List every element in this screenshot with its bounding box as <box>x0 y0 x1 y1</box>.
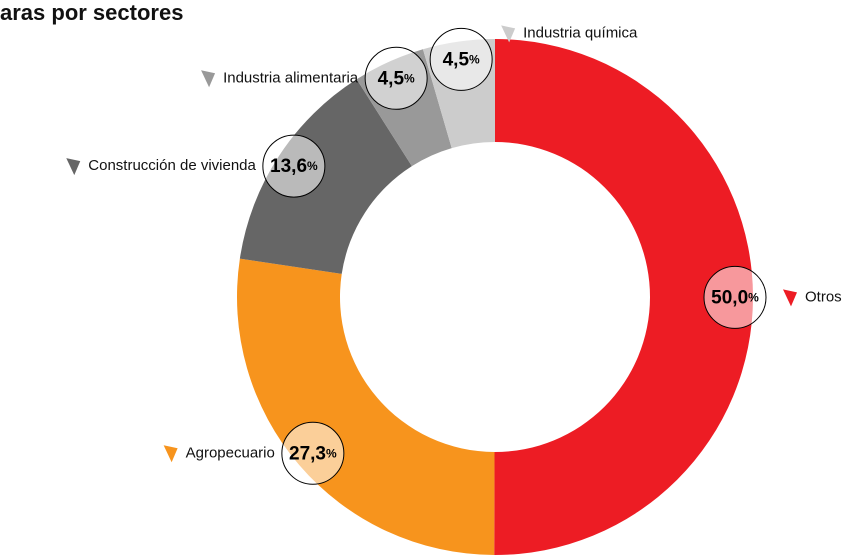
value-label: 4,5% <box>378 68 415 89</box>
value-label-unit: % <box>404 71 415 85</box>
value-badge <box>364 46 428 110</box>
legend-marker <box>66 158 81 176</box>
category-label: Construcción de vivienda <box>88 157 256 174</box>
value-label-number: 4,5 <box>443 49 470 70</box>
category-label: Industria química <box>523 24 638 41</box>
donut-segment <box>239 79 412 274</box>
legend-marker <box>201 70 216 88</box>
legend-marker <box>782 289 797 307</box>
value-label: 4,5% <box>443 49 480 70</box>
category-label: Otros <box>805 288 842 305</box>
donut-segment <box>494 39 754 555</box>
legend-marker <box>501 25 516 43</box>
value-label-unit: % <box>307 159 318 173</box>
value-label-unit: % <box>748 291 759 305</box>
value-badge <box>281 421 345 485</box>
value-label: 27,3% <box>289 443 337 464</box>
value-badge <box>262 134 326 198</box>
category-label: Industria alimentaria <box>223 69 359 86</box>
value-label: 50,0% <box>711 287 759 308</box>
value-badge <box>429 27 493 91</box>
value-label-number: 50,0 <box>711 287 748 308</box>
value-label-number: 27,3 <box>289 443 326 464</box>
category-label: Agropecuario <box>186 444 275 461</box>
value-label-unit: % <box>469 53 480 67</box>
legend-marker <box>163 445 178 463</box>
value-badge <box>703 265 767 329</box>
value-label-number: 13,6 <box>270 156 307 177</box>
donut-segment <box>237 258 495 555</box>
chart-title: aras por sectores <box>0 0 183 25</box>
value-label: 13,6% <box>270 156 318 177</box>
value-label-unit: % <box>326 446 337 460</box>
value-label-number: 4,5 <box>378 68 405 89</box>
